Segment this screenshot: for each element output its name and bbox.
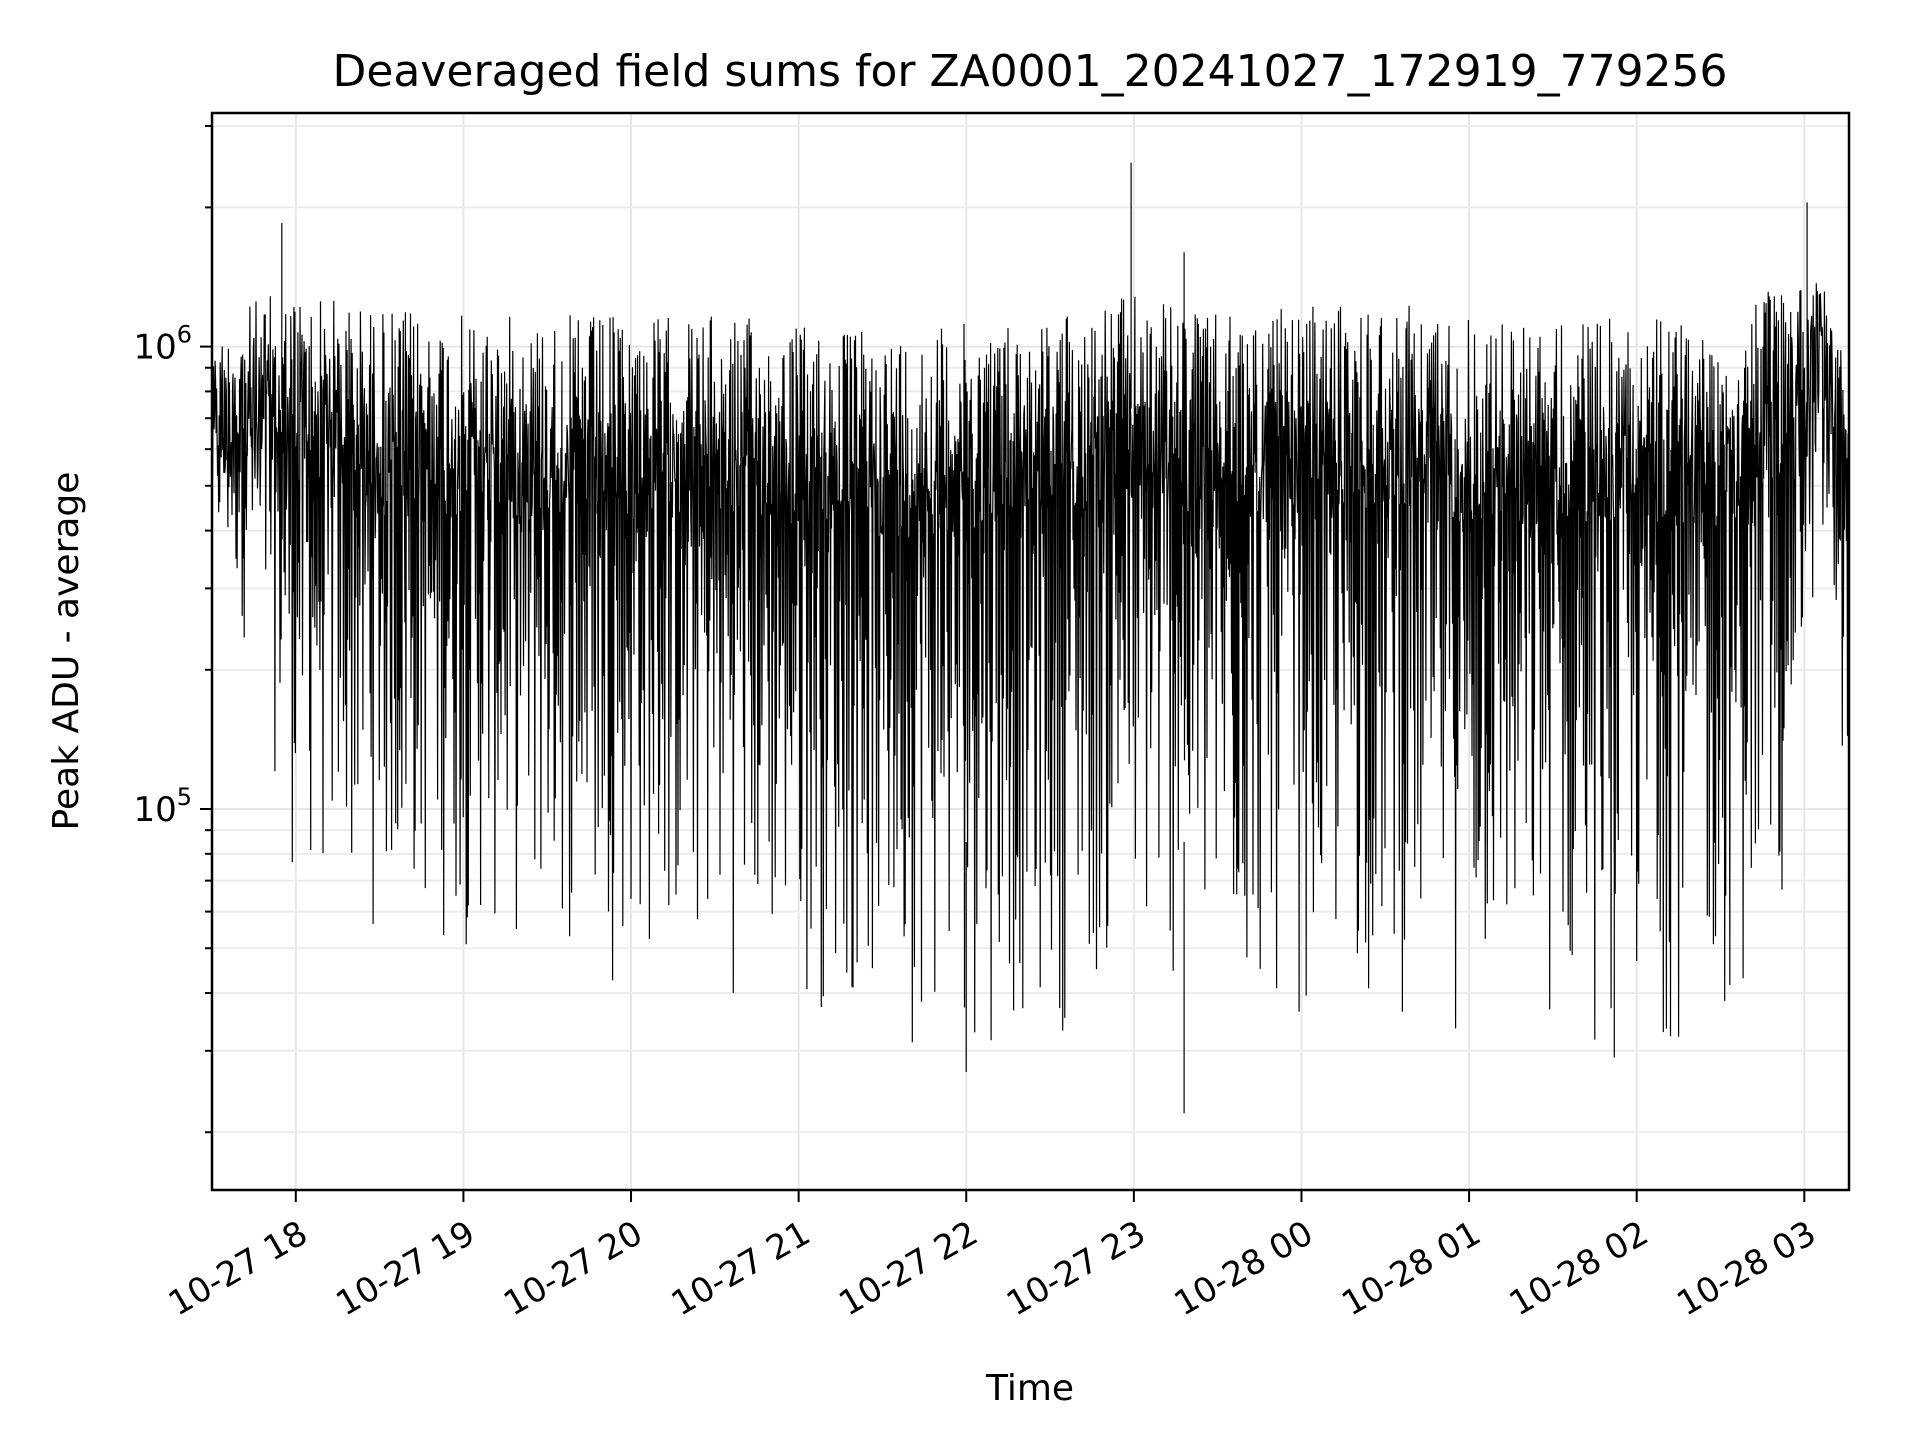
x-tick-label-3: 10-27 21 bbox=[665, 1213, 817, 1324]
x-tick-label-8: 10-28 02 bbox=[1503, 1213, 1655, 1324]
x-tick-label-2: 10-27 20 bbox=[497, 1213, 649, 1324]
x-axis-label: Time bbox=[985, 1368, 1074, 1409]
y-axis-label: Peak ADU - average bbox=[46, 472, 87, 831]
chart-title: Deaveraged field sums for ZA0001_2024102… bbox=[332, 46, 1727, 97]
plot-frame bbox=[210, 111, 1851, 1192]
x-tick-label-1: 10-27 19 bbox=[330, 1213, 482, 1324]
x-tick-label-6: 10-28 00 bbox=[1168, 1213, 1320, 1324]
x-tick-label-9: 10-28 03 bbox=[1670, 1213, 1822, 1324]
x-tick-label-5: 10-27 23 bbox=[1000, 1213, 1152, 1324]
y-axis: 105 106 bbox=[133, 124, 212, 1134]
x-axis: 10-27 18 10-27 19 10-27 20 10-27 21 10-27 22… bbox=[162, 1190, 1823, 1324]
x-tick-label-0: 10-27 18 bbox=[162, 1213, 314, 1324]
x-tick-label-4: 10-27 22 bbox=[832, 1213, 984, 1324]
x-tick-label-7: 10-28 01 bbox=[1335, 1213, 1487, 1324]
y-tick-label-0: 105 bbox=[133, 783, 192, 830]
y-tick-label-1: 106 bbox=[133, 321, 192, 368]
series-line bbox=[211, 162, 1850, 1114]
